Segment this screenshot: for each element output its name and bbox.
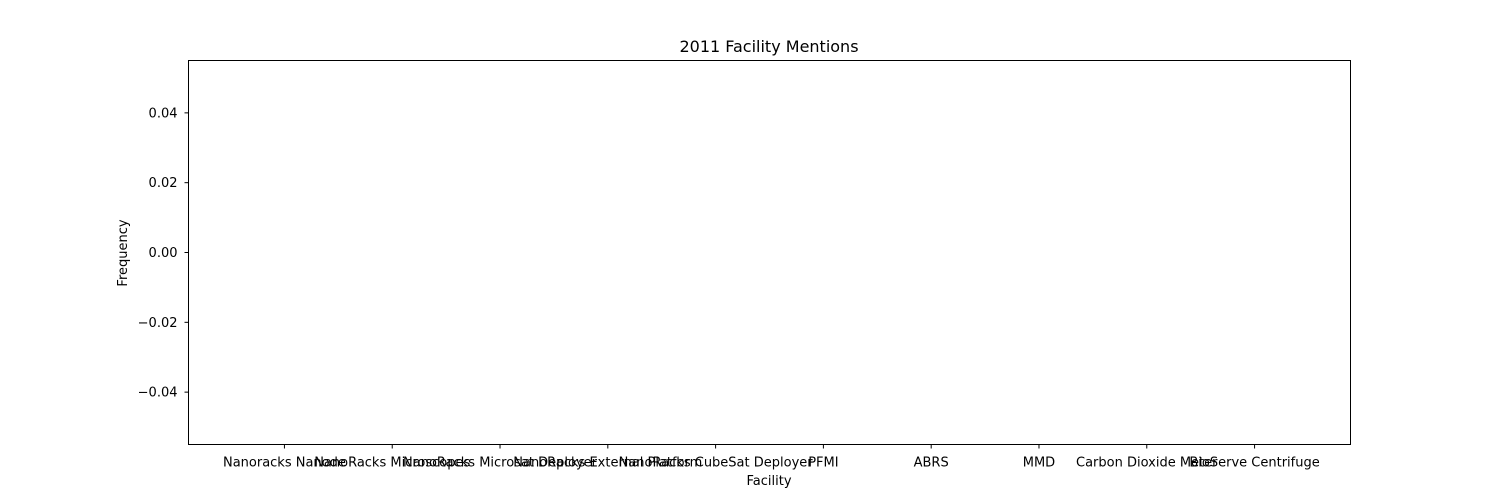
x-tick-label: PFMI (808, 456, 838, 471)
x-tick-label: NanoRacks Microscopes (314, 456, 470, 471)
y-axis-label: Frequency (116, 219, 131, 286)
plot-area-frame (188, 60, 1351, 445)
x-tick-label: NanoRacks External Platform (513, 456, 702, 471)
x-tick-label: ABRS (914, 456, 949, 471)
y-tick-label: 0.02 (149, 176, 178, 191)
x-tick-label: Carbon Dioxide Meter (1076, 456, 1218, 471)
chart-title: 2011 Facility Mentions (679, 37, 858, 56)
y-tick-label: −0.04 (138, 386, 178, 401)
y-tick-label: 0.00 (149, 246, 178, 261)
x-tick-label: MMD (1023, 456, 1055, 471)
x-tick-label: NanoRacks Microsat Deployer (403, 456, 598, 471)
x-tick-label: Nanoracks Nanode (223, 456, 346, 471)
x-tick-label: NanoRacks CubeSat Deployer (619, 456, 814, 471)
y-tick-label: 0.04 (149, 106, 178, 121)
y-axis-ticks: −0.04 −0.02 0.00 0.02 0.04 (138, 106, 189, 401)
x-tick-label: BioServe Centrifuge (1189, 456, 1319, 471)
y-tick-label: −0.02 (138, 316, 178, 331)
x-axis-label: Facility (746, 474, 791, 489)
